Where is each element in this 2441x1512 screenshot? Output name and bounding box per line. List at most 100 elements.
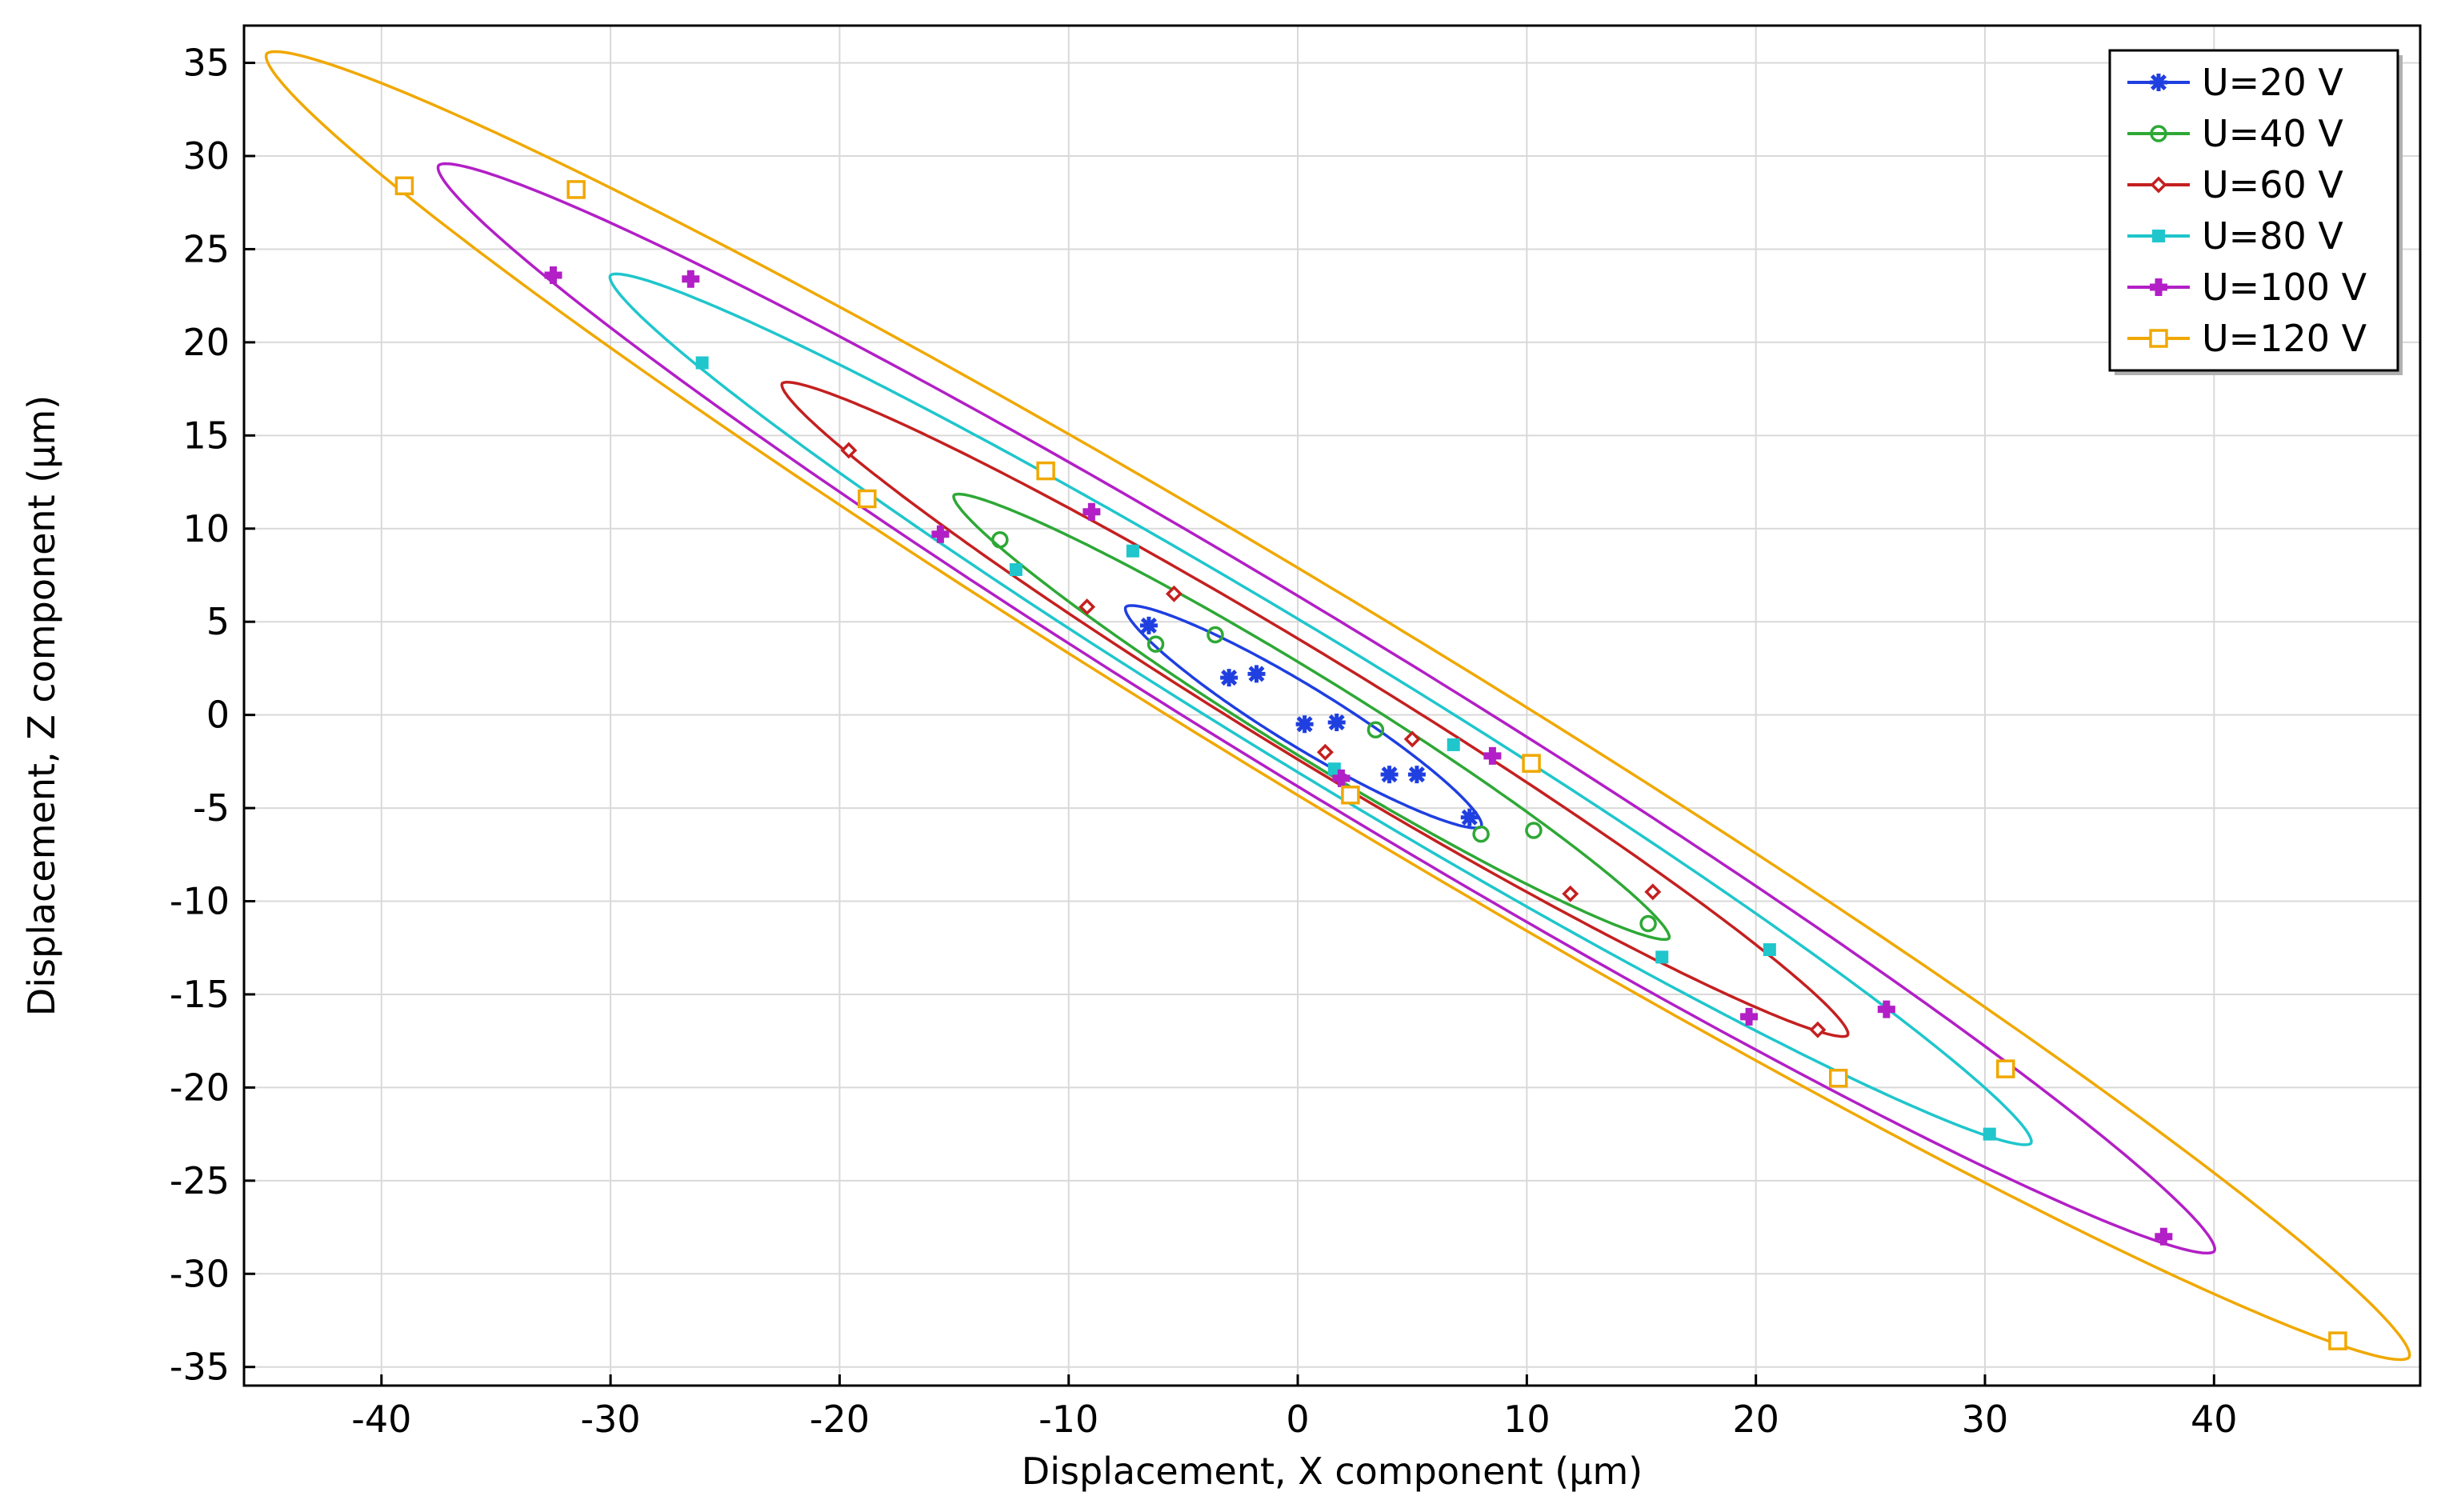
y-tick-label: 30 [182, 134, 230, 178]
series-loop [780, 381, 1850, 1038]
data-point [566, 180, 586, 199]
data-point [1983, 1127, 1996, 1141]
data-point [991, 530, 1009, 549]
data-point [1562, 885, 1579, 902]
data-point [1332, 769, 1351, 787]
y-tick-label: -30 [170, 1252, 230, 1295]
data-point [1829, 1069, 1848, 1088]
legend-marker [2152, 230, 2165, 242]
data-point [1036, 461, 1055, 481]
legend-label: U=60 V [2202, 163, 2343, 206]
legend-label: U=80 V [2202, 214, 2343, 258]
data-point [1295, 715, 1314, 734]
legend-marker [2150, 74, 2167, 91]
data-point [1078, 598, 1096, 616]
x-tick-label: 40 [2191, 1398, 2238, 1441]
series-6 [264, 50, 2411, 1362]
data-point [1327, 762, 1341, 776]
y-tick-label: 20 [182, 321, 230, 364]
data-point [1740, 1007, 1759, 1026]
series-1 [1123, 604, 1483, 830]
data-point [840, 442, 858, 459]
data-point [2328, 1331, 2347, 1350]
x-tick-label: 30 [1962, 1398, 2009, 1441]
data-point [1327, 713, 1346, 731]
data-point [858, 489, 877, 509]
x-tick-label: -10 [1038, 1398, 1098, 1441]
legend-item: U=100 V [2127, 266, 2367, 309]
data-point [1522, 754, 1541, 773]
data-point [1247, 665, 1266, 683]
data-point [1206, 626, 1224, 644]
series-3 [780, 381, 1850, 1038]
data-point [931, 525, 950, 543]
data-point [1460, 808, 1479, 826]
legend-label: U=120 V [2202, 317, 2367, 360]
y-tick-label: -15 [170, 973, 230, 1016]
data-point [1380, 766, 1399, 784]
series-loop [436, 162, 2216, 1255]
legend-box [2108, 49, 2399, 372]
data-point [1126, 544, 1139, 558]
y-tick-label: -5 [193, 786, 230, 830]
data-point [2155, 1227, 2173, 1246]
legend-label: U=100 V [2202, 266, 2367, 309]
data-point [1367, 721, 1385, 739]
y-tick-label: -35 [170, 1346, 230, 1389]
data-point [1763, 943, 1776, 957]
data-point [695, 356, 709, 370]
legend-marker [2150, 125, 2167, 142]
x-axis-label: Displacement, X component (µm) [1022, 1450, 1643, 1493]
data-point [1403, 730, 1421, 748]
series-4 [608, 272, 2033, 1146]
y-tick-label: 0 [206, 694, 230, 737]
data-point [1165, 585, 1182, 602]
legend-label: U=40 V [2202, 112, 2343, 155]
y-axis-label: Displacement, Z component (µm) [20, 395, 63, 1016]
x-tick-label: -30 [581, 1398, 641, 1441]
legend-item: U=40 V [2127, 112, 2343, 155]
series-5 [436, 162, 2216, 1255]
series-loop [952, 492, 1671, 942]
legend: U=20 V U=40 V U=60 V U=80 V U=100 V U=120 V [2108, 49, 2403, 375]
series-layer [264, 50, 2411, 1362]
data-point [1082, 502, 1101, 521]
data-point [1139, 616, 1158, 634]
axis-ticks: -40 -30 -20 -10 0 10 20 30 40 35 30 25 20 15 10 5 0 -5 -10… [170, 42, 2238, 1441]
y-tick-label: -25 [170, 1159, 230, 1202]
data-point [1996, 1059, 2015, 1078]
data-point [1407, 766, 1426, 784]
x-tick-label: -40 [351, 1398, 411, 1441]
data-point [682, 270, 700, 288]
data-point [1009, 563, 1022, 576]
data-point [1316, 743, 1334, 761]
x-tick-label: 20 [1732, 1398, 1779, 1441]
y-tick-label: -20 [170, 1066, 230, 1109]
data-point [544, 266, 562, 285]
data-point [1639, 914, 1657, 933]
y-tick-label: 15 [182, 414, 230, 457]
series-loop [1123, 604, 1483, 830]
legend-item: U=60 V [2127, 163, 2343, 206]
legend-label: U=20 V [2202, 61, 2343, 104]
data-point [1472, 825, 1490, 843]
data-point [1525, 822, 1543, 839]
legend-item: U=80 V [2127, 214, 2343, 258]
data-point [1483, 746, 1502, 765]
plot-frame [242, 24, 2422, 1387]
data-point [1447, 738, 1460, 751]
data-point [1877, 1000, 1895, 1018]
data-point [1146, 635, 1165, 653]
y-tick-label: 5 [206, 600, 230, 643]
x-tick-label: -20 [810, 1398, 870, 1441]
legend-marker [2150, 278, 2167, 296]
y-tick-label: -10 [170, 880, 230, 923]
data-point [1341, 786, 1360, 805]
series-loop [264, 50, 2411, 1362]
data-point [1644, 883, 1662, 901]
x-tick-label: 0 [1286, 1398, 1309, 1441]
y-tick-label: 25 [182, 227, 230, 270]
legend-item: U=120 V [2127, 317, 2367, 360]
